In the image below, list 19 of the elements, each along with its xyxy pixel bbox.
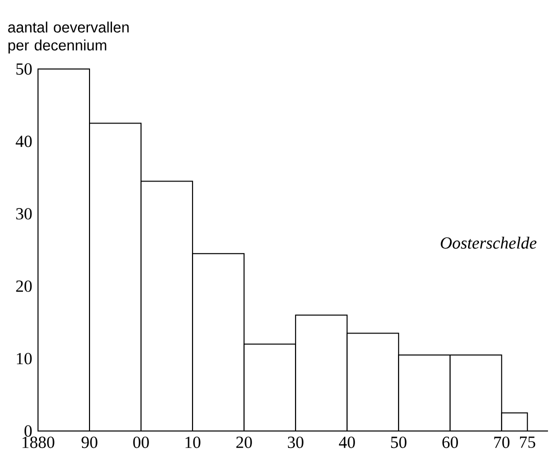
y-tick-label: 30 (16, 208, 32, 220)
x-tick-label: 40 (338, 436, 355, 448)
x-tick-label: 00 (133, 436, 149, 448)
x-tick-label: 1880 (22, 436, 54, 448)
x-tick-label: 90 (82, 436, 98, 448)
y-tick-label: 40 (16, 136, 32, 148)
y-axis-title: aantal oevervallen per decennium (8, 22, 129, 54)
x-tick-label: 50 (391, 436, 406, 448)
annotation: Oosterschelde (440, 236, 536, 249)
x-tick-label: 70 (494, 436, 510, 448)
y-tick-label: 20 (16, 280, 32, 292)
x-tick-label: 20 (236, 436, 252, 448)
y-tick-label: 10 (16, 352, 32, 364)
x-tick-label: 75 (520, 436, 536, 448)
y-tick-label: 0 (24, 425, 32, 437)
x-tick-label: 10 (186, 436, 200, 448)
y-tick-label: 50 (16, 63, 32, 75)
x-tick-label: 30 (288, 436, 304, 448)
x-tick-label: 60 (442, 436, 458, 448)
